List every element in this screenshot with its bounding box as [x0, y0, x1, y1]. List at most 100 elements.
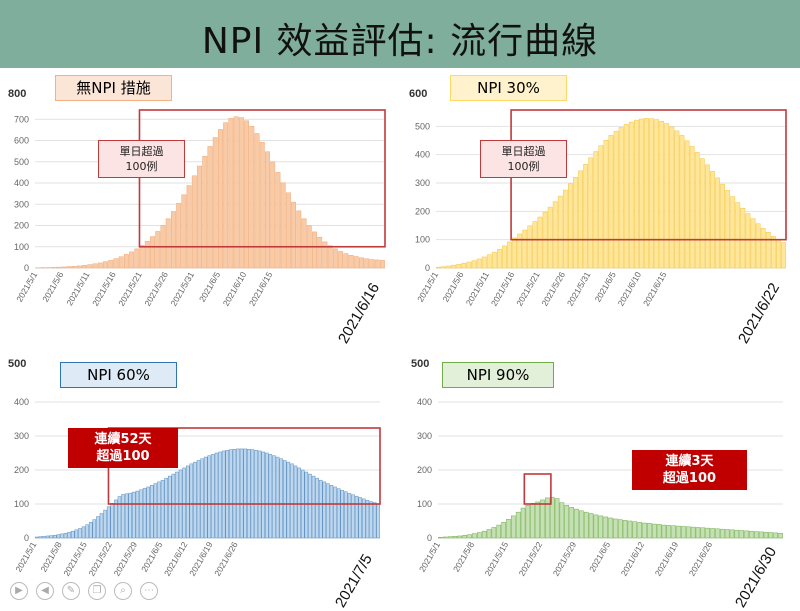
annotation-line: 單日超過: [99, 144, 184, 159]
bar: [305, 472, 308, 538]
bar: [111, 503, 114, 538]
bar: [359, 258, 363, 268]
x-tick-label: 2021/6/5: [197, 270, 222, 304]
bar: [472, 261, 476, 268]
bar: [255, 450, 258, 538]
bar: [72, 266, 76, 268]
x-tick-label: 2021/5/16: [489, 270, 517, 308]
bar: [337, 489, 340, 538]
bar: [62, 267, 66, 268]
x-tick-label: 2021/6/10: [616, 270, 644, 308]
bar: [244, 449, 247, 538]
slide-header: NPI 效益評估: 流行曲線: [0, 0, 800, 68]
bar: [614, 131, 618, 268]
bar: [507, 242, 511, 268]
copy-icon[interactable]: ❐: [88, 582, 106, 600]
bar: [114, 259, 118, 268]
y-axis-max-label: 600: [409, 88, 427, 100]
y-tick-label: 200: [14, 221, 29, 231]
bar: [377, 504, 380, 538]
bar: [536, 502, 540, 538]
bar: [211, 454, 214, 538]
bar: [276, 172, 280, 268]
y-tick-label: 100: [14, 242, 29, 252]
bar: [213, 138, 217, 268]
bar: [769, 533, 773, 538]
bar: [487, 255, 491, 268]
annotation-line: 100例: [99, 159, 184, 174]
search-icon[interactable]: ⌕: [114, 582, 132, 600]
bar: [642, 523, 646, 538]
bar: [715, 178, 719, 268]
x-tick-label: 2021/6/5: [593, 270, 618, 304]
bar: [512, 238, 516, 268]
bar: [330, 485, 333, 538]
x-tick-label: 2021/5/21: [514, 270, 542, 308]
bar: [691, 527, 695, 538]
bar: [568, 184, 572, 268]
bar: [676, 526, 680, 538]
bar: [319, 480, 322, 538]
bar: [204, 457, 207, 538]
x-tick-label: 2021/6/12: [162, 540, 190, 578]
bar: [370, 502, 373, 538]
x-tick-label: 2021/5/31: [565, 270, 593, 308]
bar: [720, 184, 724, 268]
bar: [269, 454, 272, 538]
bar: [731, 197, 735, 268]
x-tick-label: 2021/6/26: [687, 540, 715, 578]
bar: [599, 146, 603, 268]
bar: [276, 457, 279, 538]
annotation-line: 100例: [481, 159, 566, 174]
bar: [352, 495, 355, 538]
bar: [140, 245, 144, 268]
bar: [447, 266, 451, 268]
bar: [553, 202, 557, 268]
bar: [573, 177, 577, 268]
bar: [98, 263, 102, 268]
bar: [533, 222, 537, 268]
bar: [215, 453, 218, 538]
y-tick-label: 0: [24, 263, 29, 273]
bar: [298, 468, 301, 538]
bar: [523, 230, 527, 268]
bar: [82, 265, 86, 268]
bar: [665, 124, 669, 269]
bar: [521, 508, 525, 538]
bar: [60, 534, 63, 538]
bar: [375, 260, 379, 268]
x-tick-label: 2021/5/22: [86, 540, 114, 578]
bar: [690, 146, 694, 268]
bar: [334, 487, 337, 538]
play-icon[interactable]: ▶: [10, 582, 28, 600]
bar: [639, 119, 643, 268]
bar: [604, 140, 608, 268]
more-icon[interactable]: ⋯: [140, 582, 158, 600]
bar: [239, 118, 243, 268]
bar: [736, 203, 740, 268]
bar: [633, 522, 637, 538]
bar: [701, 528, 705, 538]
annotation-line: 超過100: [632, 470, 747, 487]
x-tick-label: 2021/5/16: [90, 270, 118, 308]
bar: [349, 255, 353, 268]
bar: [609, 135, 613, 268]
bar: [570, 507, 574, 538]
x-tick-label: 2021/5/29: [551, 540, 579, 578]
x-tick-label: 2021/5/8: [451, 540, 476, 574]
bar: [453, 536, 457, 538]
bar: [649, 119, 653, 268]
bar: [652, 524, 656, 538]
bar: [700, 159, 704, 268]
bar: [482, 257, 486, 268]
y-tick-label: 400: [14, 178, 29, 188]
bar: [262, 452, 265, 538]
bar: [157, 482, 160, 538]
bar: [165, 478, 168, 538]
bar: [540, 500, 544, 538]
bar: [344, 254, 348, 268]
back-icon[interactable]: ◀: [36, 582, 54, 600]
pen-icon[interactable]: ✎: [62, 582, 80, 600]
bar: [124, 254, 128, 268]
bar: [482, 531, 486, 538]
